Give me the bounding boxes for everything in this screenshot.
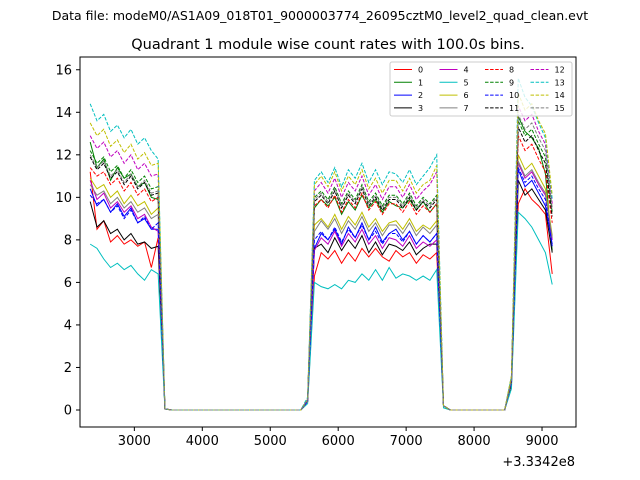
y-tick-label: 14 <box>55 106 72 121</box>
figure-suptitle: Data file: modeM0/AS1A09_018T01_90000037… <box>52 8 588 23</box>
x-axis: 3000 4000 5000 6000 7000 8000 9000 <box>118 427 559 449</box>
x-tick-label: 9000 <box>525 434 558 449</box>
legend-label-4: 4 <box>464 66 469 75</box>
series-layer <box>89 78 553 411</box>
legend-label-10: 10 <box>509 91 519 100</box>
y-tick-label: 12 <box>55 148 72 163</box>
series-line-13 <box>89 78 553 411</box>
x-tick-label: 6000 <box>322 434 355 449</box>
legend-label-13: 13 <box>555 78 565 87</box>
x-tick-label: 4000 <box>186 434 219 449</box>
legend-label-8: 8 <box>509 66 514 75</box>
y-tick-label: 0 <box>64 403 72 418</box>
legend-label-2: 2 <box>418 91 423 100</box>
x-axis-offset-label: +3.3342e8 <box>502 455 575 470</box>
x-tick-label: 8000 <box>458 434 491 449</box>
legend-label-7: 7 <box>464 104 469 113</box>
y-tick-label: 6 <box>64 276 72 291</box>
y-tick-label: 10 <box>55 191 72 206</box>
x-tick-label: 3000 <box>118 434 151 449</box>
legend-label-1: 1 <box>418 78 423 87</box>
legend-label-5: 5 <box>464 78 469 87</box>
chart-title: Quadrant 1 module wise count rates with … <box>131 37 525 53</box>
legend-label-11: 11 <box>509 104 519 113</box>
legend-box <box>389 61 573 117</box>
legend-label-15: 15 <box>555 104 565 113</box>
y-axis: 0 2 4 6 8 10 12 14 16 <box>55 63 80 418</box>
legend-label-3: 3 <box>418 104 423 113</box>
y-tick-label: 16 <box>55 63 72 78</box>
y-tick-label: 2 <box>64 361 72 376</box>
x-tick-label: 7000 <box>390 434 423 449</box>
legend-label-0: 0 <box>418 66 423 75</box>
legend-label-6: 6 <box>464 91 469 100</box>
legend-label-9: 9 <box>509 78 514 87</box>
y-tick-label: 8 <box>64 233 72 248</box>
legend-label-12: 12 <box>555 66 565 75</box>
series-line-15 <box>89 114 553 411</box>
x-tick-label: 5000 <box>254 434 287 449</box>
axes-frame <box>79 56 577 428</box>
legend-label-14: 14 <box>555 91 565 100</box>
y-tick-label: 4 <box>64 318 72 333</box>
